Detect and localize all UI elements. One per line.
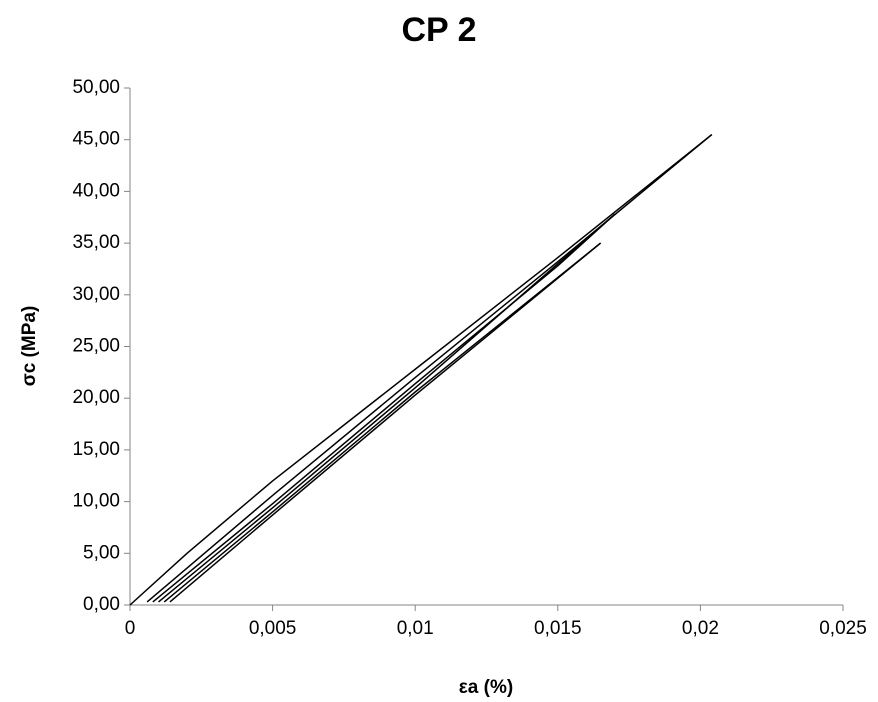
x-tick-label: 0,025: [819, 618, 867, 639]
chart-title: CP 2: [402, 11, 477, 49]
x-tick-label: 0,02: [682, 618, 719, 639]
x-tick-label: 0,015: [534, 618, 582, 639]
x-tick-label: 0: [125, 618, 136, 639]
y-tick-label: 20,00: [72, 387, 120, 408]
y-tick-label: 40,00: [72, 180, 120, 201]
series-line: [169, 242, 602, 603]
y-tick-label: 15,00: [72, 439, 120, 460]
y-tick-label: 35,00: [72, 232, 120, 253]
y-tick-label: 45,00: [72, 129, 120, 150]
y-tick-label: 10,00: [72, 491, 120, 512]
series-line: [146, 133, 713, 603]
series-line: [163, 242, 602, 603]
y-axis-label: σc (MPa): [19, 306, 40, 387]
y-tick-label: 25,00: [72, 336, 120, 357]
x-axis-label: εa (%): [459, 677, 513, 698]
series-line: [158, 213, 616, 603]
series-line: [129, 133, 713, 606]
y-tick-label: 0,00: [83, 594, 120, 615]
y-tick-label: 50,00: [72, 77, 120, 98]
x-tick-label: 0,01: [397, 618, 434, 639]
x-tick-label: 0,005: [249, 618, 297, 639]
series-line: [152, 213, 616, 603]
y-tick-label: 5,00: [83, 542, 120, 563]
y-tick-label: 30,00: [72, 284, 120, 305]
